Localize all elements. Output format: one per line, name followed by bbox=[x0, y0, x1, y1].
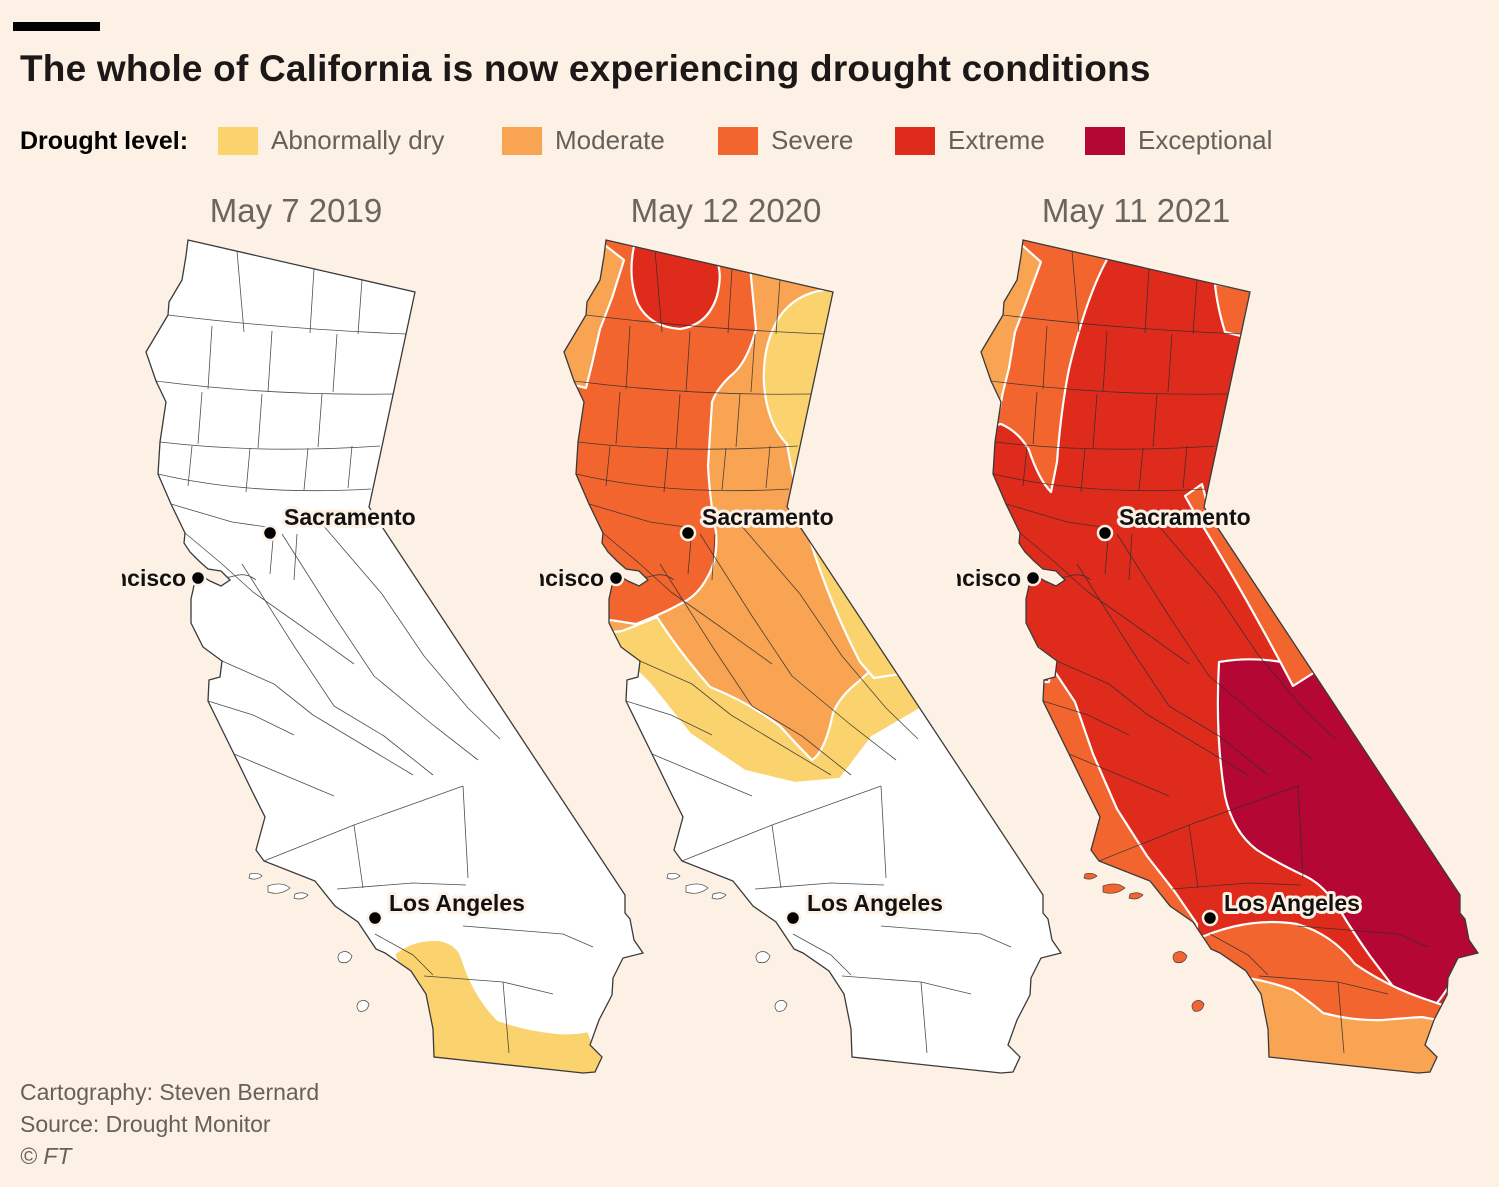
legend-label: Moderate bbox=[555, 125, 665, 155]
los-angeles-label: Los Angeles bbox=[807, 890, 943, 916]
map-title-2019: May 7 2019 bbox=[209, 192, 383, 229]
source-credit: Source: Drought Monitor bbox=[20, 1111, 271, 1137]
los-angeles-label: Los Angeles bbox=[1224, 890, 1360, 916]
legend-swatch-abnormally-dry bbox=[218, 126, 258, 155]
legend-item-severe: Severe bbox=[718, 125, 853, 156]
map-title-2020: May 12 2020 bbox=[630, 192, 822, 229]
san-francisco-label: San Francisco bbox=[957, 565, 1021, 591]
sacramento-dot bbox=[679, 524, 697, 542]
map-2019: Sacramento San Francisco Los Angeles bbox=[122, 239, 644, 1074]
ft-top-rule bbox=[13, 22, 100, 31]
cartography-credit: Cartography: Steven Bernard bbox=[20, 1079, 320, 1105]
san-francisco-label: San Francisco bbox=[540, 565, 604, 591]
page-title: The whole of California is now experienc… bbox=[20, 48, 1151, 89]
map-2021: Sacramento San Francisco Los Angeles bbox=[957, 239, 1479, 1074]
sacramento-label: Sacramento bbox=[1119, 504, 1251, 530]
sacramento-dot bbox=[261, 524, 279, 542]
legend-heading: Drought level: bbox=[20, 127, 189, 155]
drought-region-abnormally-dry-northeast bbox=[762, 282, 902, 680]
map-title-2021: May 11 2021 bbox=[1041, 192, 1231, 229]
los-angeles-dot bbox=[784, 909, 802, 927]
legend-swatch-severe bbox=[718, 126, 758, 155]
drought-region-moderate-far-south bbox=[1231, 974, 1461, 1073]
sacramento-label: Sacramento bbox=[702, 504, 834, 530]
city-markers: Sacramento San Francisco Los Angeles bbox=[122, 501, 528, 927]
drought-region-severe-east-band bbox=[1183, 482, 1317, 688]
legend-item-moderate: Moderate bbox=[502, 125, 665, 156]
legend-item-abnormally-dry: Abnormally dry bbox=[218, 125, 444, 156]
legend-swatch-exceptional bbox=[1085, 126, 1125, 155]
map-2020: Sacramento San Francisco Los Angeles bbox=[540, 239, 1062, 1074]
san-francisco-dot bbox=[189, 569, 207, 587]
san-francisco-label: San Francisco bbox=[122, 565, 186, 591]
san-francisco-dot bbox=[1024, 569, 1042, 587]
legend-swatch-extreme bbox=[895, 126, 935, 155]
drought-region-extreme-north-blob bbox=[630, 240, 721, 331]
legend-label: Severe bbox=[771, 125, 854, 155]
los-angeles-dot bbox=[366, 909, 384, 927]
sacramento-dot bbox=[1096, 524, 1114, 542]
legend-item-extreme: Extreme bbox=[895, 125, 1045, 156]
legend-swatch-moderate bbox=[502, 126, 542, 155]
city-markers: Sacramento San Francisco Los Angeles bbox=[540, 501, 946, 927]
los-angeles-label: Los Angeles bbox=[389, 890, 525, 916]
san-francisco-dot bbox=[607, 569, 625, 587]
credits: Cartography: Steven Bernard Source: Drou… bbox=[20, 1076, 319, 1172]
los-angeles-dot bbox=[1201, 909, 1219, 927]
legend-label: Abnormally dry bbox=[271, 125, 445, 155]
ft-copyright: © FT bbox=[20, 1143, 72, 1169]
city-markers: Sacramento San Francisco Los Angeles bbox=[957, 501, 1363, 927]
drought-region-exceptional-southeast bbox=[1216, 658, 1478, 1024]
legend-label: Extreme bbox=[948, 125, 1045, 155]
sacramento-label: Sacramento bbox=[284, 504, 416, 530]
legend-label: Exceptional bbox=[1138, 125, 1273, 155]
legend-item-exceptional: Exceptional bbox=[1085, 125, 1272, 156]
